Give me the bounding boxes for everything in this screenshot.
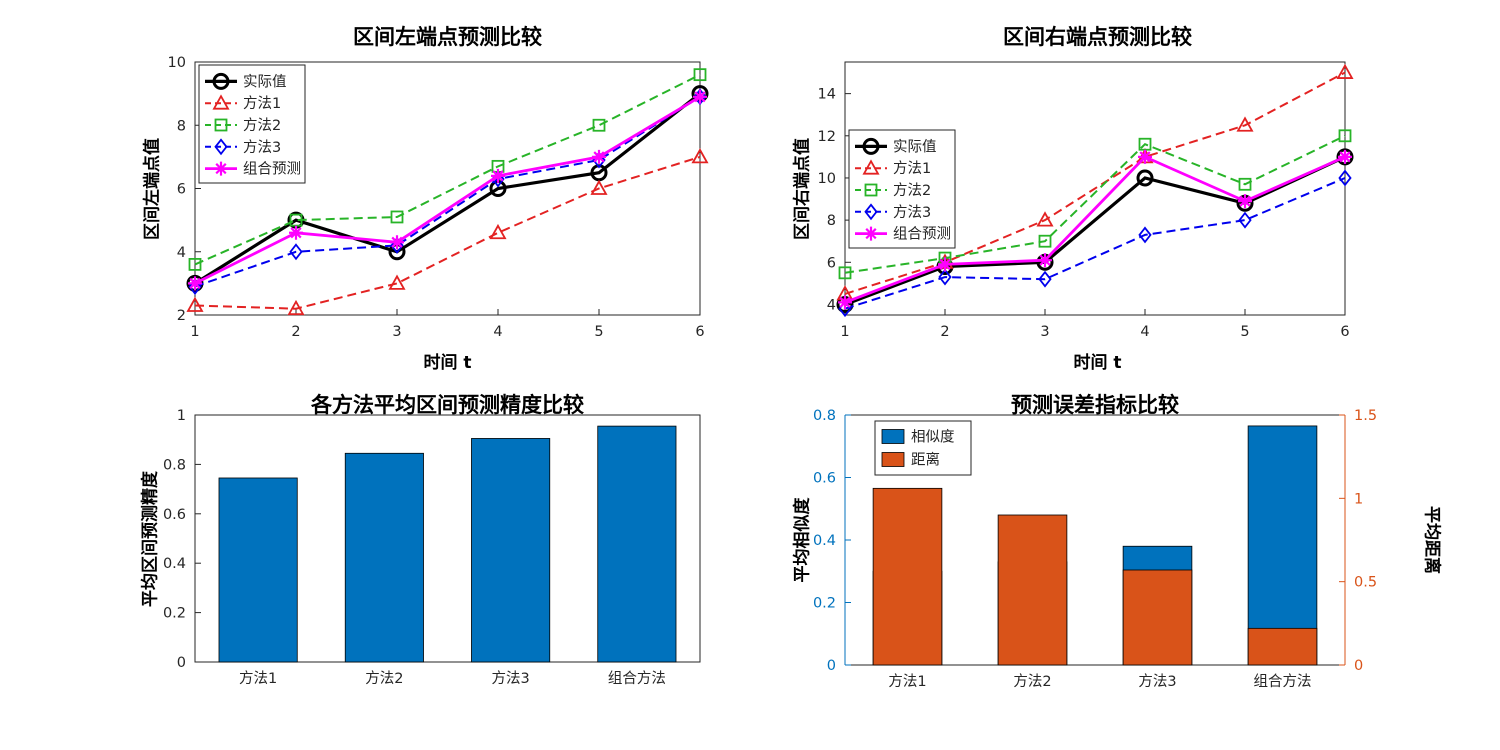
y-tick-label: 0.2: [163, 606, 186, 622]
y-tick-label: 0.4: [163, 556, 186, 572]
series-line-0: [844, 155, 1346, 306]
y-tick-label: 10: [168, 55, 186, 71]
x-tick-label: 方法2: [1013, 673, 1051, 690]
y-tick-label: 8: [177, 118, 186, 134]
legend-label: 距离: [911, 452, 940, 469]
legend-label: 方法2: [893, 182, 931, 199]
y-tick-label-right: 0.5: [1354, 575, 1377, 591]
chart-title: 区间左端点预测比较: [353, 25, 542, 49]
similarity-bar-3: [1247, 425, 1318, 666]
accuracy-bar-0: [218, 477, 298, 663]
legend-label: 组合预测: [243, 161, 301, 178]
x-tick-label: 6: [1340, 324, 1349, 340]
legend-label: 方法1: [243, 95, 281, 112]
y-tick-label-left: 0.8: [813, 408, 836, 424]
x-axis-label: 时间 t: [1073, 353, 1122, 373]
x-tick-label: 5: [1240, 324, 1249, 340]
y-tick-label-right: 1: [1354, 491, 1363, 507]
y-tick-label: 6: [177, 182, 186, 198]
y-tick-label: 6: [827, 255, 836, 271]
x-tick-label: 6: [695, 324, 704, 340]
accuracy-bar-2: [471, 438, 551, 663]
x-tick-label: 方法3: [492, 670, 530, 687]
y-axis-label-right: 平均距离: [1421, 506, 1442, 574]
x-tick-label: 方法1: [239, 670, 277, 687]
y-tick-label-left: 0: [827, 658, 836, 674]
x-tick-label: 1: [840, 324, 849, 340]
subplot-left-endpoint-chart: 1 2 3 4 5 6 2 4 6 8 10 实际值 方法1 方法2 方法3 组合预测 区间左端点预测比较 区…: [120, 8, 740, 380]
series-line-3: [194, 95, 701, 288]
legend-label: 方法2: [243, 117, 281, 134]
chart-title: 各方法平均区间预测精度比较: [311, 393, 584, 417]
series-line-1: [194, 155, 701, 310]
distance-bar-1: [997, 514, 1068, 666]
x-tick-label: 3: [1040, 324, 1049, 340]
y-tick-label: 0: [177, 655, 186, 671]
legend-label: 实际值: [893, 138, 937, 155]
distance-bar-0: [872, 487, 943, 666]
distance-bar-2: [1122, 569, 1193, 666]
legend-label: 实际值: [243, 73, 287, 90]
series-line-3: [844, 177, 1346, 310]
x-tick-label: 2: [291, 324, 300, 340]
x-tick-label: 5: [594, 324, 603, 340]
series-line-2: [844, 134, 1346, 274]
y-tick-label: 1: [177, 408, 186, 424]
legend-label: 方法3: [893, 204, 931, 221]
legend-label: 组合预测: [893, 226, 951, 243]
y-tick-label-right: 1.5: [1354, 408, 1377, 424]
y-tick-label: 12: [818, 129, 836, 145]
legend-label: 方法1: [893, 160, 931, 177]
y-axis-label: 区间右端点值: [792, 138, 813, 240]
x-tick-label: 1: [190, 324, 199, 340]
legend-label: 相似度: [911, 429, 955, 446]
legend-label: 方法3: [243, 139, 281, 156]
accuracy-plot: 0 0.2 0.4 0.6 0.8 1 方法1 方法2 方法3 组合方法: [163, 408, 701, 687]
series-line-2: [194, 73, 701, 266]
x-tick-label: 4: [493, 324, 502, 340]
x-tick-label: 4: [1140, 324, 1149, 340]
y-tick-label: 4: [177, 245, 186, 261]
y-tick-label-left: 0.2: [813, 596, 836, 612]
y-tick-label-left: 0.4: [813, 533, 836, 549]
x-tick-label: 2: [940, 324, 949, 340]
y-axis-label: 区间左端点值: [142, 138, 163, 240]
series-line-4: [194, 95, 701, 285]
y-tick-label: 10: [818, 171, 836, 187]
subplot-accuracy-bar-chart: 0 0.2 0.4 0.6 0.8 1 方法1 方法2 方法3 组合方法 各方法平均区间预测精度比…: [120, 385, 740, 750]
x-tick-label: 方法1: [888, 673, 926, 690]
accuracy-bar-3: [597, 425, 677, 663]
subplot-error-metric-chart: 0 0.2 0.4 0.6 0.8 0 0.5 1 1.5 方法1 方法2 方法3 组合方法 相似度 距离 …: [770, 385, 1470, 750]
y-tick-label: 2: [177, 308, 186, 324]
x-tick-label: 组合方法: [1254, 673, 1312, 690]
chart-title: 预测误差指标比较: [1011, 393, 1179, 417]
x-tick-label: 方法2: [365, 670, 403, 687]
x-axis-label: 时间 t: [423, 353, 472, 373]
y-tick-label: 0.6: [163, 507, 186, 523]
y-axis-label-left: 平均相似度: [792, 497, 813, 583]
series-line-0: [194, 92, 701, 285]
y-tick-label: 8: [827, 213, 836, 229]
x-tick-label: 3: [392, 324, 401, 340]
accuracy-bar-1: [344, 452, 424, 663]
distance-bar-3: [1247, 627, 1318, 666]
chart-title: 区间右端点预测比较: [1003, 25, 1192, 49]
x-tick-label: 组合方法: [608, 670, 666, 687]
y-tick-label-right: 0: [1354, 658, 1363, 674]
x-tick-label: 方法3: [1138, 673, 1176, 690]
series-line-1: [844, 71, 1346, 295]
axes-box: [194, 414, 701, 663]
y-tick-label: 14: [818, 87, 836, 103]
subplot-right-endpoint-chart: 1 2 3 4 5 6 4 6 8 10 12 14 实际值 方法1 方法2 方法3 组合预测 区间右端点预测比…: [770, 8, 1390, 380]
y-tick-label: 0.8: [163, 457, 186, 473]
y-tick-label-left: 0.6: [813, 471, 836, 487]
y-tick-label: 4: [827, 297, 836, 313]
axes-box: [844, 61, 1346, 316]
y-axis-label: 平均区间预测精度: [140, 471, 161, 607]
series-line-4: [844, 155, 1346, 304]
